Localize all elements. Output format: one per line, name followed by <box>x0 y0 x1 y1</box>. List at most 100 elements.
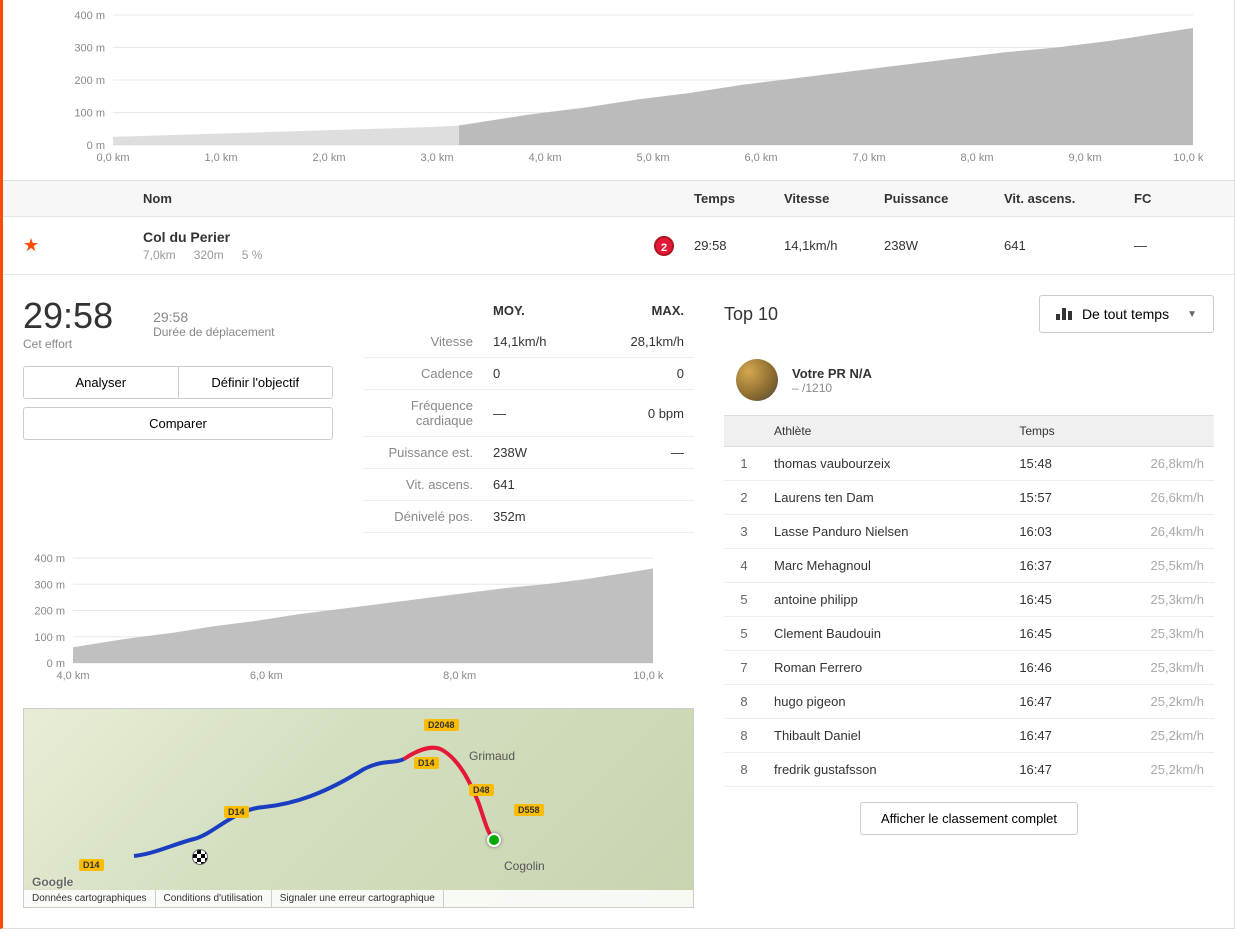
athlete-link[interactable]: Clement Baudouin <box>774 626 881 641</box>
svg-text:0 m: 0 m <box>47 658 65 670</box>
segment-ascens: 641 <box>1004 238 1134 253</box>
stats-row: Fréquence cardiaque—0 bpm <box>363 390 694 437</box>
svg-text:6,0 km: 6,0 km <box>744 152 777 164</box>
header-vitesse: Vitesse <box>784 191 884 206</box>
athlete-link[interactable]: fredrik gustafsson <box>774 762 877 777</box>
map-attribution: Données cartographiquesConditions d'util… <box>24 890 693 907</box>
header-ascens: Vit. ascens. <box>1004 191 1134 206</box>
bars-icon <box>1056 308 1072 320</box>
comparer-button[interactable]: Comparer <box>23 407 333 440</box>
pr-title: Votre PR N/A <box>792 366 872 381</box>
road-label: D14 <box>224 806 249 818</box>
route-start-icon <box>487 833 501 847</box>
athlete-link[interactable]: Laurens ten Dam <box>774 490 874 505</box>
segment-puissance: 238W <box>884 238 1004 253</box>
svg-text:200 m: 200 m <box>74 75 105 87</box>
segment-stats: 7,0km320m5 % <box>143 248 654 262</box>
leaderboard-row[interactable]: 5antoine philipp16:4525,3km/h <box>724 583 1214 617</box>
leaderboard-row[interactable]: 8fredrik gustafsson16:4725,2km/h <box>724 753 1214 787</box>
svg-text:4,0 km: 4,0 km <box>56 670 89 682</box>
svg-text:100 m: 100 m <box>74 108 105 120</box>
stats-row: Vit. ascens.641 <box>363 469 694 501</box>
svg-text:0 m: 0 m <box>87 140 105 152</box>
leaderboard-row[interactable]: 1thomas vaubourzeix15:4826,8km/h <box>724 447 1214 481</box>
map-footer-link[interactable]: Données cartographiques <box>24 890 156 907</box>
google-logo: Google <box>32 875 73 889</box>
leaderboard-row[interactable]: 2Laurens ten Dam15:5726,6km/h <box>724 481 1214 515</box>
leaderboard-row[interactable]: 3Lasse Panduro Nielsen16:0326,4km/h <box>724 515 1214 549</box>
segment-map[interactable]: D2048D14D48D558D14D14 GrimaudCogolin Goo… <box>23 708 694 908</box>
route-end-icon <box>192 849 208 865</box>
avatar <box>736 359 778 401</box>
town-label: Grimaud <box>469 749 515 763</box>
star-icon[interactable]: ★ <box>23 235 39 255</box>
map-footer-link[interactable]: Signaler une erreur cartographique <box>272 890 444 907</box>
leaderboard-row[interactable]: 4Marc Mehagnoul16:3725,5km/h <box>724 549 1214 583</box>
segment-header-row: Nom Temps Vitesse Puissance Vit. ascens.… <box>3 181 1234 217</box>
header-name: Nom <box>63 191 694 206</box>
effort-time: 29:58 <box>23 295 113 337</box>
svg-text:10,0 km: 10,0 km <box>633 670 663 682</box>
leaderboard-row[interactable]: 7Roman Ferrero16:4625,3km/h <box>724 651 1214 685</box>
leaderboard-row[interactable]: 8hugo pigeon16:4725,2km/h <box>724 685 1214 719</box>
stats-table: MOY.MAX. Vitesse14,1km/h28,1km/hCadence0… <box>363 295 694 533</box>
svg-text:200 m: 200 m <box>34 606 65 618</box>
road-label: D558 <box>514 804 544 816</box>
segment-row[interactable]: ★ Col du Perier 7,0km320m5 % 2 29:58 14,… <box>3 217 1234 275</box>
svg-text:8,0 km: 8,0 km <box>960 152 993 164</box>
road-label: D2048 <box>424 719 459 731</box>
athlete-link[interactable]: Lasse Panduro Nielsen <box>774 524 908 539</box>
stats-row: Vitesse14,1km/h28,1km/h <box>363 326 694 358</box>
svg-text:7,0 km: 7,0 km <box>852 152 885 164</box>
personal-record-block: Votre PR N/A – /1210 <box>724 351 1214 415</box>
athlete-link[interactable]: hugo pigeon <box>774 694 846 709</box>
map-footer-link[interactable]: Conditions d'utilisation <box>156 890 272 907</box>
pr-sub: – /1210 <box>792 381 872 395</box>
svg-text:300 m: 300 m <box>74 43 105 55</box>
segment-vitesse: 14,1km/h <box>784 238 884 253</box>
leaderboard-row[interactable]: 8Thibault Daniel16:4725,2km/h <box>724 719 1214 753</box>
stats-row: Puissance est.238W— <box>363 437 694 469</box>
athlete-link[interactable]: Roman Ferrero <box>774 660 862 675</box>
svg-text:2,0 km: 2,0 km <box>312 152 345 164</box>
svg-text:0,0 km: 0,0 km <box>96 152 129 164</box>
svg-text:400 m: 400 m <box>74 10 105 22</box>
analyser-button[interactable]: Analyser <box>24 367 179 398</box>
chevron-down-icon: ▼ <box>1187 309 1197 320</box>
effort-duration: 29:58 <box>153 309 274 325</box>
athlete-link[interactable]: Marc Mehagnoul <box>774 558 871 573</box>
effort-duration-label: Durée de déplacement <box>153 325 274 339</box>
header-fc: FC <box>1134 191 1214 206</box>
athlete-link[interactable]: Thibault Daniel <box>774 728 861 743</box>
segment-name: Col du Perier <box>143 229 654 245</box>
achievement-badge: 2 <box>654 236 674 256</box>
elevation-chart-full: 0 m 100 m 200 m 300 m 400 m 0,0 km 1,0 km 2,0 k… <box>3 0 1234 181</box>
svg-text:300 m: 300 m <box>34 579 65 591</box>
svg-text:5,0 km: 5,0 km <box>636 152 669 164</box>
svg-text:10,0 km: 10,0 km <box>1173 152 1203 164</box>
header-puissance: Puissance <box>884 191 1004 206</box>
svg-text:400 m: 400 m <box>34 553 65 565</box>
leaderboard-table: AthlèteTemps 1thomas vaubourzeix15:4826,… <box>724 415 1214 787</box>
athlete-link[interactable]: antoine philipp <box>774 592 858 607</box>
town-label: Cogolin <box>504 859 545 873</box>
show-full-leaderboard-button[interactable]: Afficher le classement complet <box>860 802 1078 835</box>
svg-text:9,0 km: 9,0 km <box>1068 152 1101 164</box>
svg-text:1,0 km: 1,0 km <box>204 152 237 164</box>
svg-text:4,0 km: 4,0 km <box>528 152 561 164</box>
svg-text:8,0 km: 8,0 km <box>443 670 476 682</box>
svg-text:100 m: 100 m <box>34 632 65 644</box>
road-label: D14 <box>79 859 104 871</box>
stats-row: Dénivelé pos.352m <box>363 501 694 533</box>
segment-temps: 29:58 <box>694 238 784 253</box>
elevation-chart-segment: 0 m100 m200 m300 m400 m4,0 km6,0 km8,0 k… <box>23 553 694 693</box>
road-label: D48 <box>469 784 494 796</box>
effort-time-label: Cet effort <box>23 337 113 351</box>
leaderboard-filter-dropdown[interactable]: De tout temps ▼ <box>1039 295 1214 333</box>
svg-text:3,0 km: 3,0 km <box>420 152 453 164</box>
leaderboard-row[interactable]: 5Clement Baudouin16:4525,3km/h <box>724 617 1214 651</box>
header-temps: Temps <box>694 191 784 206</box>
athlete-link[interactable]: thomas vaubourzeix <box>774 456 890 471</box>
objectif-button[interactable]: Définir l'objectif <box>179 367 333 398</box>
stats-row: Cadence00 <box>363 358 694 390</box>
